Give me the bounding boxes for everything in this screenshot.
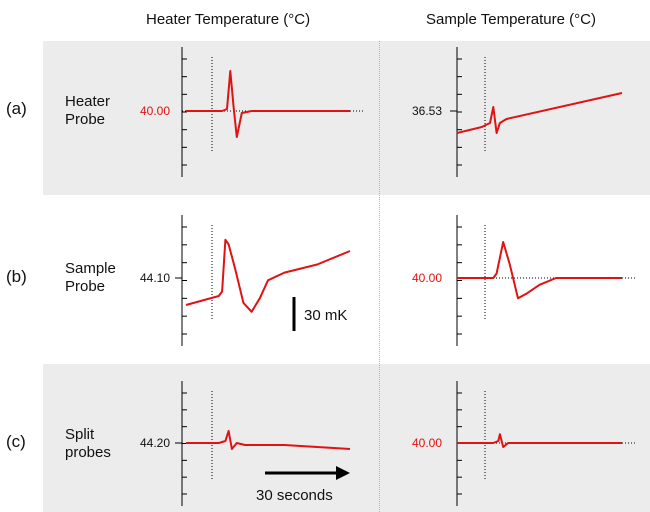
column-separator xyxy=(379,41,380,512)
row-c-name: Split probes xyxy=(65,426,111,462)
trace-r2c1 xyxy=(185,238,351,313)
row-c-background xyxy=(43,364,650,512)
y-value-label-r1c1: 40.00 xyxy=(140,104,170,118)
row-c-name-line1: Split xyxy=(65,426,95,443)
y-value-label-r2c2: 40.00 xyxy=(412,271,442,285)
row-b-name-line2: Probe xyxy=(65,278,106,295)
time-scale-label: 30 seconds xyxy=(256,487,333,504)
time-arrow-head-icon xyxy=(336,466,350,480)
row-c-letter: (c) xyxy=(6,432,26,451)
y-value-label-r3c2: 40.00 xyxy=(412,436,442,450)
column-header-heater: Heater Temperature (°C) xyxy=(146,11,311,28)
y-value-label-r2c1: 44.10 xyxy=(140,271,170,285)
y-value-label-r1c2: 36.53 xyxy=(412,104,442,118)
row-a-name-line2: Probe xyxy=(65,111,106,128)
trace-r3c1 xyxy=(186,430,351,450)
temperature-scale-label: 30 mK xyxy=(304,307,347,324)
row-a-name-line1: Heater xyxy=(65,93,111,110)
row-b-letter: (b) xyxy=(6,267,27,286)
row-b-name: Sample Probe xyxy=(65,260,116,296)
column-header-sample: Sample Temperature (°C) xyxy=(426,11,596,28)
row-b-name-line1: Sample xyxy=(65,260,116,277)
y-value-label-r3c1: 44.20 xyxy=(140,436,170,450)
row-a-letter: (a) xyxy=(6,99,27,118)
trace-r2c2 xyxy=(457,241,622,300)
trace-r1c1 xyxy=(186,70,350,138)
trace-r3c2 xyxy=(457,433,622,448)
row-a-background xyxy=(43,41,650,195)
row-a-name: Heater Probe xyxy=(65,93,110,129)
row-c-name-line2: probes xyxy=(65,444,111,461)
trace-r1c2 xyxy=(456,92,623,134)
